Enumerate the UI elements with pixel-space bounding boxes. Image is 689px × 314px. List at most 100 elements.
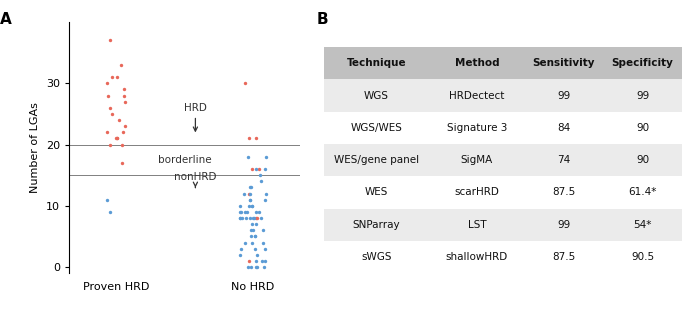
Point [251,215,262,220]
Text: 54*: 54* [633,220,652,230]
FancyBboxPatch shape [429,79,524,112]
Point [105,38,116,43]
Text: 84: 84 [557,123,570,133]
Point [251,222,262,227]
Text: Specificity: Specificity [612,58,674,68]
Text: HRDectect: HRDectect [449,90,504,100]
Point [258,228,269,233]
Text: Signature 3: Signature 3 [446,123,507,133]
Point [251,252,263,257]
Point [239,209,250,214]
Point [107,111,118,116]
Point [102,197,113,202]
FancyBboxPatch shape [604,112,682,144]
Text: LST: LST [468,220,486,230]
Point [250,234,261,239]
Text: B: B [316,12,328,27]
Point [246,185,257,190]
Point [251,209,262,214]
FancyBboxPatch shape [524,112,604,144]
FancyBboxPatch shape [524,208,604,241]
Text: scarHRD: scarHRD [455,187,500,198]
Point [235,215,246,220]
Text: 90.5: 90.5 [631,252,655,262]
Point [246,203,257,208]
Point [245,185,256,190]
Point [113,117,124,122]
Point [245,234,256,239]
Point [254,209,265,214]
Point [257,258,268,263]
FancyBboxPatch shape [524,47,604,79]
Text: 74: 74 [557,155,570,165]
FancyBboxPatch shape [604,144,682,176]
Point [118,130,129,135]
FancyBboxPatch shape [429,112,524,144]
Point [250,136,261,141]
Point [112,136,123,141]
Point [251,215,263,220]
FancyBboxPatch shape [429,47,524,79]
Text: WES/gene panel: WES/gene panel [334,155,419,165]
Text: shallowHRD: shallowHRD [446,252,508,262]
Point [249,215,260,220]
Point [104,209,115,214]
Point [234,252,245,257]
Point [105,142,116,147]
Text: SigMA: SigMA [461,155,493,165]
Point [250,166,261,171]
Point [119,93,130,98]
Point [107,75,118,80]
Point [119,124,130,129]
FancyBboxPatch shape [429,144,524,176]
Point [251,264,263,269]
Point [238,191,249,196]
Point [242,264,253,269]
Text: 90: 90 [636,123,649,133]
Text: WGS: WGS [364,90,389,100]
Point [247,166,258,171]
Point [258,264,269,269]
FancyBboxPatch shape [324,79,429,112]
Text: SNParray: SNParray [353,220,400,230]
Point [253,166,264,171]
Point [102,93,113,98]
Point [260,197,271,202]
Text: Method: Method [455,58,500,68]
Text: HRD: HRD [184,103,207,131]
FancyBboxPatch shape [324,112,429,144]
Point [247,222,258,227]
Y-axis label: Number of LGAs: Number of LGAs [30,102,40,193]
Point [247,215,258,220]
Text: A: A [0,12,11,27]
FancyBboxPatch shape [429,241,524,273]
FancyBboxPatch shape [324,241,429,273]
Point [241,215,252,220]
Point [245,215,256,220]
Text: 87.5: 87.5 [552,187,575,198]
Point [259,246,270,251]
Point [247,228,258,233]
Point [245,197,256,202]
Text: 90: 90 [636,155,649,165]
Point [111,136,122,141]
Text: Sensitivity: Sensitivity [533,58,595,68]
Text: borderline: borderline [158,155,212,165]
Point [116,142,127,147]
Point [254,173,265,178]
Point [258,240,269,245]
Point [243,154,254,159]
Point [235,215,246,220]
Point [245,264,256,269]
Point [236,215,247,220]
Text: 99: 99 [557,90,570,100]
Point [234,203,245,208]
Point [260,154,271,159]
FancyBboxPatch shape [324,47,429,79]
FancyBboxPatch shape [524,176,604,208]
Text: WGS/WES: WGS/WES [351,123,402,133]
Point [101,130,112,135]
Point [250,264,261,269]
Point [116,160,127,165]
Text: nonHRD: nonHRD [174,172,216,187]
